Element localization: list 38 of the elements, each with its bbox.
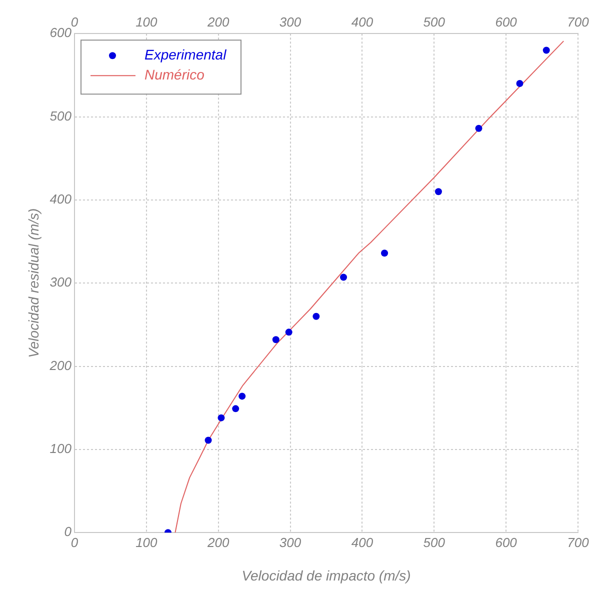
x-tick-label: 400	[351, 535, 374, 550]
x-tick-label: 100	[136, 535, 158, 550]
y-axis-title: Velocidad residual (m/s)	[25, 208, 42, 358]
x-axis-title: Velocidad de impacto (m/s)	[242, 567, 411, 584]
x-tick-label: 600	[495, 535, 518, 550]
x-tick-label: 700	[567, 535, 590, 550]
y-tick-label: 300	[50, 274, 72, 290]
point	[475, 124, 482, 132]
x2-tick-label: 400	[351, 14, 374, 30]
point	[204, 436, 212, 444]
point	[238, 392, 246, 400]
point	[340, 274, 348, 281]
y-tick-label: 600	[50, 25, 72, 40]
y-tick-label: 400	[50, 192, 72, 207]
y-tick-label: 500	[50, 108, 72, 124]
point	[285, 328, 292, 336]
point	[232, 405, 240, 412]
x2-tick-label: 300	[279, 14, 302, 30]
point	[516, 80, 524, 87]
x2-tick-label: 500	[423, 14, 446, 30]
point	[272, 336, 280, 344]
point	[381, 250, 388, 257]
y-tick-label: 0	[64, 524, 72, 540]
x2-tick-label: 200	[206, 14, 230, 30]
legend-label: Experimental	[144, 46, 228, 62]
x-tick-label: 200	[206, 535, 230, 550]
y-tick-label: 200	[48, 358, 72, 373]
point	[312, 312, 320, 320]
point	[434, 188, 442, 196]
point	[542, 46, 550, 54]
x2-tick-label: 100	[136, 14, 158, 30]
x2-tick-label: 600	[495, 14, 518, 30]
x2-tick-label: 700	[567, 14, 590, 30]
legend-label: Numérico	[144, 66, 205, 82]
point	[218, 414, 225, 422]
x-tick-label: 500	[423, 535, 446, 550]
y-tick-label: 100	[50, 441, 72, 456]
x-tick-label: 300	[279, 535, 302, 550]
